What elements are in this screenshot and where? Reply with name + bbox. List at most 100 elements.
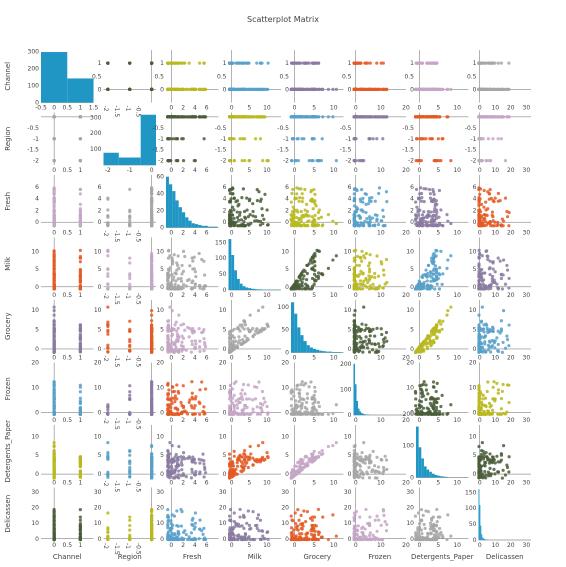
x-tick-label: -1.5	[113, 356, 120, 368]
hist-bar	[248, 288, 252, 290]
scatter-point	[106, 282, 110, 286]
x-tick-label: 0	[230, 105, 234, 112]
scatter-point	[247, 223, 251, 227]
scatter-point	[202, 137, 206, 141]
x-tick-label: 10	[330, 230, 338, 237]
scatter-point	[106, 274, 110, 278]
scatter-point	[78, 409, 82, 413]
scatter-point	[190, 115, 194, 119]
scatter-point	[174, 137, 178, 141]
scatter-point	[368, 334, 372, 338]
x-tick-label: 0	[478, 167, 482, 174]
y-tick-label: -0.5	[465, 125, 477, 132]
scatter-point	[240, 159, 244, 163]
x-tick-label: 0.5	[62, 292, 72, 299]
y-tick-label: 4	[410, 196, 414, 203]
scatter-point	[381, 208, 385, 212]
scatter-point	[420, 87, 424, 91]
y-tick-label: 0	[223, 219, 227, 226]
scatter-point	[415, 205, 419, 209]
scatter-point	[52, 224, 56, 228]
scatter-point	[266, 159, 270, 163]
scatter-point	[317, 271, 321, 275]
y-tick-label: -1	[408, 136, 414, 143]
scatter-point	[360, 259, 364, 263]
scatter-point	[364, 326, 368, 331]
scatter-point	[507, 323, 511, 327]
scatter-point	[106, 254, 110, 258]
scatter-point	[381, 215, 386, 219]
scatter-point	[150, 380, 154, 384]
x-tick-label: 10	[263, 355, 271, 362]
scatter-point	[292, 87, 296, 91]
scatter-point	[377, 115, 382, 119]
scatter-point	[369, 286, 373, 290]
scatter-point	[365, 217, 369, 221]
scatter-point	[430, 286, 434, 290]
scatter-point	[169, 348, 173, 352]
scatter-point	[352, 115, 356, 119]
scatter-point	[150, 286, 154, 290]
scatter-point	[306, 115, 310, 119]
hist-bar	[67, 78, 94, 103]
scatter-point	[170, 340, 174, 344]
scatter-point	[299, 209, 303, 214]
scatter-point	[179, 115, 183, 119]
y-tick-label: 6	[223, 184, 227, 191]
scatter-point	[477, 269, 481, 273]
scatter-point	[194, 342, 198, 346]
y-tick-label: 10	[31, 307, 39, 314]
y-tick-label: 10	[469, 249, 477, 256]
scatter-point	[375, 61, 379, 65]
scatter-point	[179, 279, 184, 283]
scatter-point	[438, 273, 442, 277]
x-tick-label: 0	[230, 230, 234, 237]
scatter-point	[258, 219, 263, 224]
scatter-point	[437, 266, 442, 270]
scatter-point	[171, 137, 175, 141]
scatter-point	[52, 270, 56, 274]
scatter-point	[52, 264, 56, 268]
y-tick-label: 0	[285, 350, 289, 357]
scatter-point	[430, 215, 434, 219]
x-tick-label: 0	[52, 230, 56, 237]
x-tick-label: -1.5	[113, 293, 120, 305]
y-tick-label: 0	[160, 86, 164, 93]
x-tick-label: 0	[354, 230, 358, 237]
x-tick-label: 6	[205, 292, 209, 299]
scatter-point	[381, 268, 386, 272]
scatter-point	[305, 202, 309, 206]
scatter-point	[203, 343, 207, 347]
scatter-point	[232, 115, 236, 119]
scatter-point	[251, 87, 255, 91]
scatter-point	[128, 276, 132, 281]
x-tick-label: 0.5	[62, 105, 72, 112]
scatter-point	[315, 248, 319, 252]
y-tick-label: -1	[346, 136, 352, 143]
scatter-point	[493, 270, 497, 274]
x-tick-label: 10	[377, 230, 385, 237]
scatter-point	[182, 115, 186, 119]
scatter-point	[491, 137, 495, 141]
y-tick-label: -0.5	[340, 125, 352, 132]
scatter-point	[490, 210, 495, 214]
scatter-point	[500, 287, 504, 291]
scatter-point	[78, 280, 82, 285]
scatter-point	[128, 397, 132, 401]
scatter-point	[198, 286, 202, 290]
y-tick-label: -1.5	[215, 147, 227, 154]
scatter-point	[418, 208, 422, 212]
y-tick-label: 100	[278, 304, 290, 311]
scatter-point	[258, 61, 263, 65]
panel-Region-vs-Milk: -2-1.5-1-0.50 5 10	[215, 112, 281, 174]
scatter-point	[150, 276, 154, 281]
scatter-point	[78, 221, 82, 225]
scatter-point	[440, 223, 444, 228]
x-tick-label: 4	[193, 292, 197, 299]
x-tick-label: 10	[491, 167, 499, 174]
scatter-point	[166, 283, 170, 287]
scatter-point	[52, 279, 56, 283]
